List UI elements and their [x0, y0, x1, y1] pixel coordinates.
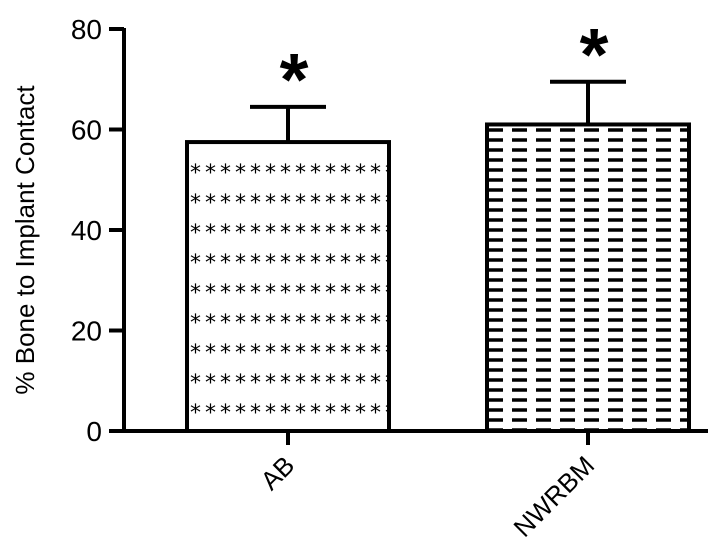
bar-nwrbm — [485, 122, 691, 433]
bar-ab — [185, 140, 391, 433]
significance-marker: * — [280, 38, 309, 121]
y-axis-label: % Bone to Implant Contact — [10, 85, 40, 395]
x-tick-label: AB — [255, 450, 301, 496]
x-axis: AB NWRBM — [122, 429, 708, 543]
y-tick-label: 80 — [71, 14, 102, 45]
y-tick-label: 20 — [71, 316, 102, 347]
bars: * * — [185, 13, 691, 433]
significance-marker: * — [580, 13, 609, 96]
y-axis: 0 20 40 60 80 — [71, 14, 126, 447]
x-tick-label: NWRBM — [508, 450, 601, 543]
y-tick-label: 60 — [71, 115, 102, 146]
y-tick-label: 0 — [86, 416, 102, 447]
y-tick-label: 40 — [71, 215, 102, 246]
